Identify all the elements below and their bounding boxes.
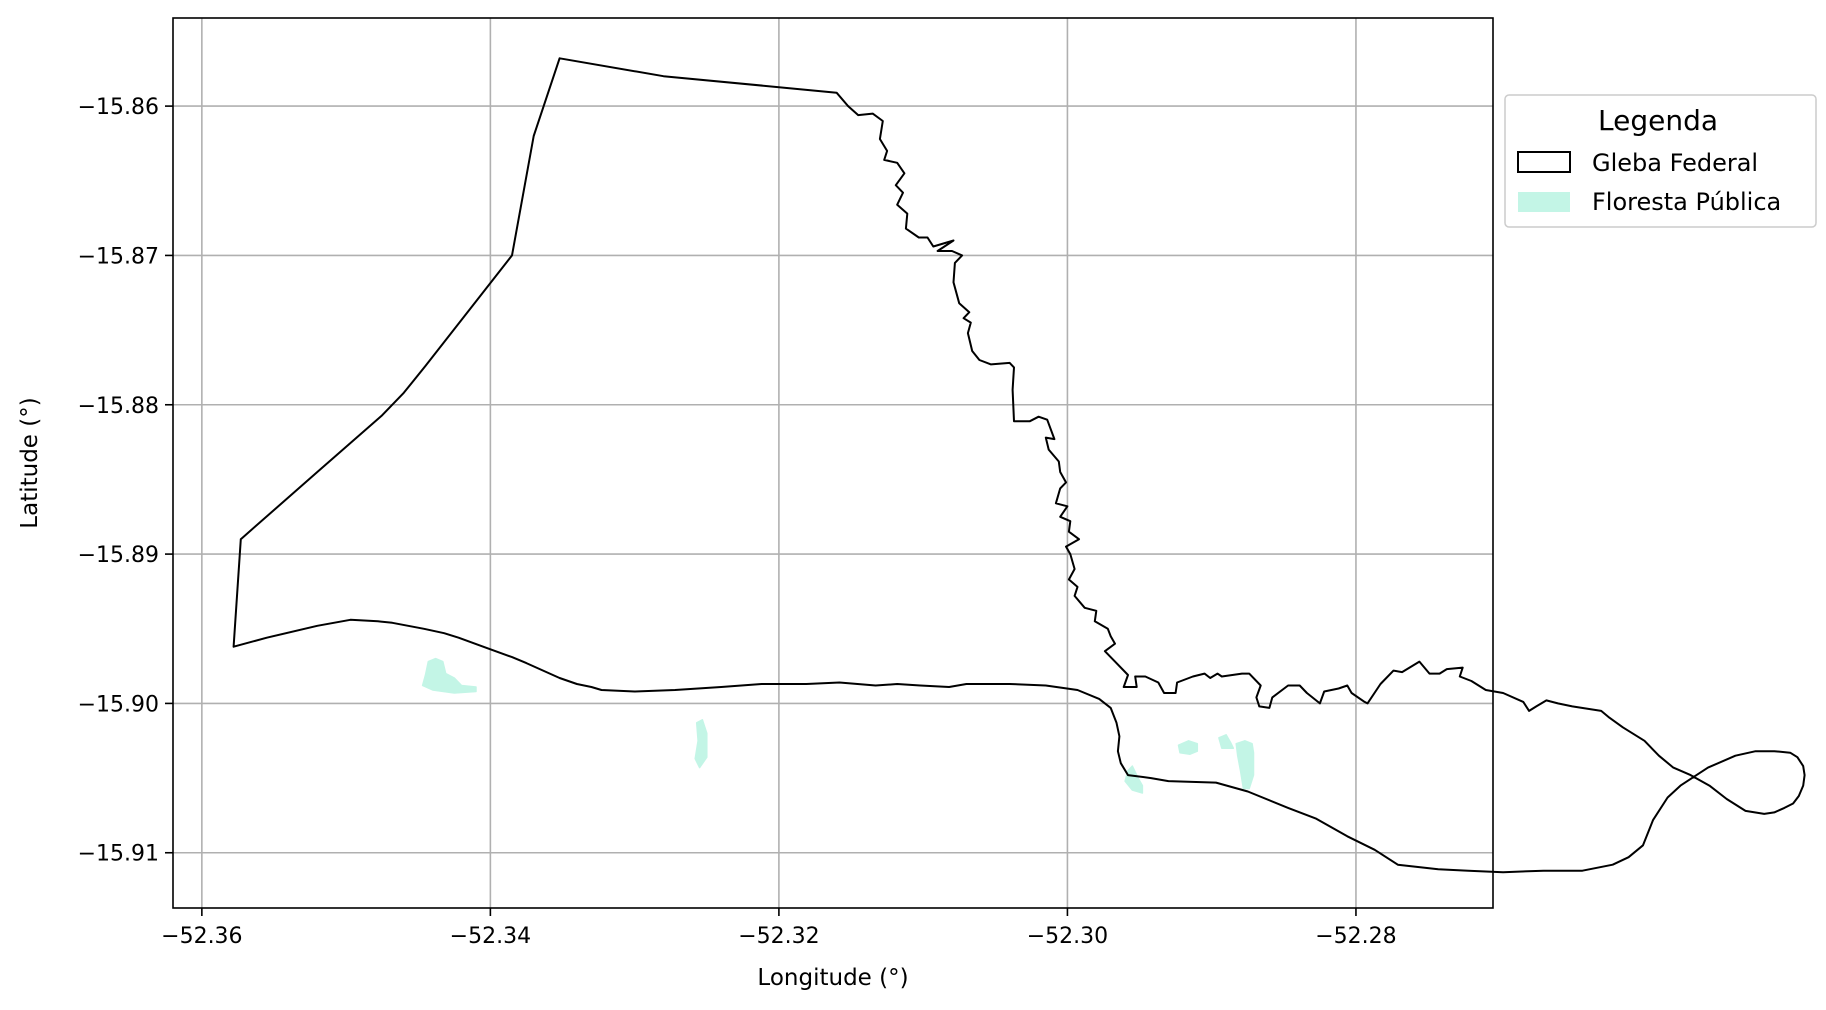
x-tick-label: −52.30 bbox=[1027, 924, 1108, 949]
y-tick-label: −15.90 bbox=[78, 692, 159, 717]
y-tick-label: −15.87 bbox=[78, 244, 159, 269]
legend-title: Legenda bbox=[1598, 104, 1718, 137]
legend-swatch-floresta-publica bbox=[1518, 192, 1570, 212]
legend: Legenda Gleba Federal Floresta Pública bbox=[1505, 95, 1816, 227]
legend-entry-gleba-federal: Gleba Federal bbox=[1592, 149, 1758, 177]
x-tick-label: −52.32 bbox=[738, 924, 819, 949]
x-tick-label: −52.28 bbox=[1315, 924, 1396, 949]
x-tick-label: −52.34 bbox=[450, 924, 531, 949]
x-tick-label: −52.36 bbox=[161, 924, 242, 949]
x-axis-label: Longitude (°) bbox=[757, 965, 908, 991]
y-tick-label: −15.89 bbox=[78, 543, 159, 568]
y-tick-label: −15.91 bbox=[78, 842, 159, 867]
y-axis-label: Latitude (°) bbox=[17, 397, 43, 528]
legend-entry-floresta-publica: Floresta Pública bbox=[1592, 188, 1781, 216]
y-tick-label: −15.88 bbox=[78, 394, 159, 419]
y-tick-label: −15.86 bbox=[78, 95, 159, 120]
floresta-publica-polygon bbox=[695, 720, 707, 768]
